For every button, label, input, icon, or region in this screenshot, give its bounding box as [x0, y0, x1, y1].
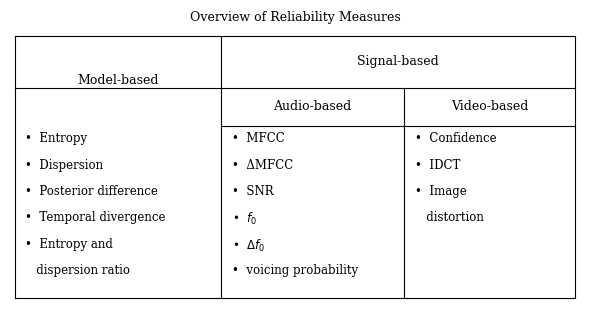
Text: Audio-based: Audio-based	[274, 100, 352, 113]
Text: Signal-based: Signal-based	[358, 55, 439, 69]
Text: •  SNR: • SNR	[232, 185, 274, 198]
Text: •  Posterior difference: • Posterior difference	[25, 185, 158, 198]
Text: dispersion ratio: dispersion ratio	[25, 264, 130, 277]
Text: •  $\Delta f_0$: • $\Delta f_0$	[232, 238, 265, 254]
Text: •  IDCT: • IDCT	[415, 159, 460, 172]
Text: •  MFCC: • MFCC	[232, 132, 284, 145]
Text: Video-based: Video-based	[451, 100, 529, 113]
Text: •  Temporal divergence: • Temporal divergence	[25, 211, 166, 224]
Text: •  Entropy: • Entropy	[25, 132, 87, 145]
Text: •  ΔMFCC: • ΔMFCC	[232, 159, 293, 172]
Text: •  Image: • Image	[415, 185, 467, 198]
Text: •  voicing probability: • voicing probability	[232, 264, 358, 277]
Text: distortion: distortion	[415, 211, 484, 224]
Text: •  Dispersion: • Dispersion	[25, 159, 103, 172]
Text: •  Entropy and: • Entropy and	[25, 238, 113, 251]
Text: •  Confidence: • Confidence	[415, 132, 496, 145]
Text: •  $f_0$: • $f_0$	[232, 211, 257, 228]
Text: Overview of Reliability Measures: Overview of Reliability Measures	[189, 11, 401, 24]
Text: Model-based: Model-based	[77, 74, 159, 87]
